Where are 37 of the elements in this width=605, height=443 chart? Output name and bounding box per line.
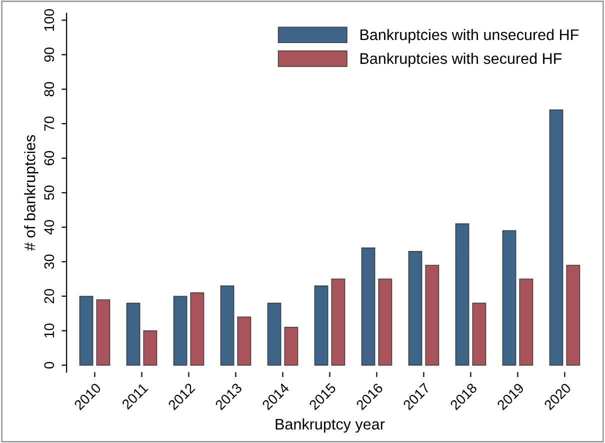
bar <box>237 316 252 366</box>
bar <box>220 286 234 366</box>
bar <box>549 110 564 366</box>
bar <box>378 278 392 366</box>
bar <box>519 278 534 366</box>
bar <box>314 286 328 366</box>
bar <box>455 223 470 366</box>
y-tick-label: 20 <box>44 289 54 304</box>
bar <box>408 251 422 366</box>
bar <box>96 299 110 366</box>
y-tick-label: 70 <box>44 116 54 131</box>
legend-label: Bankruptcies with secured HF <box>360 52 562 67</box>
y-tick-label: 50 <box>44 186 54 200</box>
bar <box>502 230 516 366</box>
bar <box>331 278 346 366</box>
bar <box>472 302 486 366</box>
y-tick-label: 10 <box>44 324 54 338</box>
bar <box>267 302 282 366</box>
bar <box>143 330 158 366</box>
bar <box>566 264 580 366</box>
y-tick-label: 0 <box>44 362 54 369</box>
bar <box>284 326 298 366</box>
x-axis-title: Bankruptcy year <box>276 418 385 433</box>
y-tick-label: 80 <box>44 82 54 96</box>
bar <box>425 264 440 366</box>
bar <box>173 296 188 366</box>
y-axis-title: # of bankruptcies <box>24 135 38 251</box>
bar <box>126 302 140 366</box>
bar <box>79 296 94 366</box>
legend-label: Bankruptcies with unsecured HF <box>360 28 579 44</box>
bar <box>361 248 376 366</box>
y-tick-label: 90 <box>44 48 54 62</box>
y-tick-label: 30 <box>44 254 54 269</box>
y-tick-label: 40 <box>44 220 54 235</box>
y-tick-label: 60 <box>44 151 54 166</box>
bar <box>190 292 204 366</box>
y-tick-label: 100 <box>44 9 54 31</box>
